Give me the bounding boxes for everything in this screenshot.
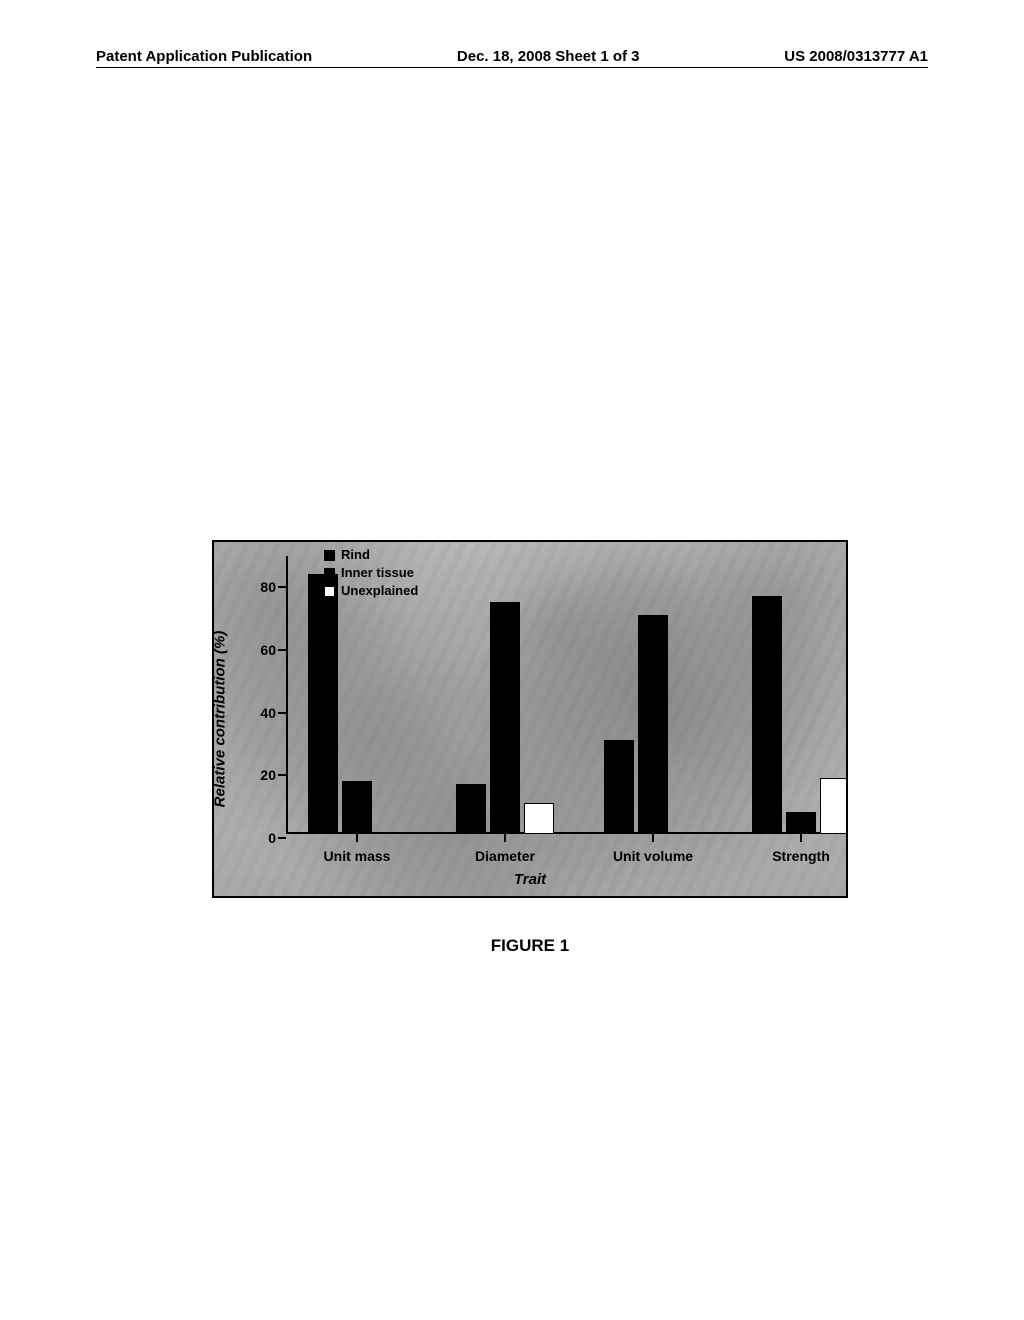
x-tick	[652, 834, 654, 842]
bar	[752, 596, 782, 834]
legend-swatch	[324, 586, 335, 597]
legend-item: Rind	[324, 546, 418, 564]
y-tick	[278, 712, 286, 714]
x-axis-title: Trait	[514, 871, 546, 888]
y-axis-line	[286, 556, 288, 834]
y-tick-label: 80	[244, 579, 276, 595]
bar	[490, 602, 520, 834]
bar	[786, 812, 816, 834]
legend-item: Inner tissue	[324, 564, 418, 582]
chart-frame: Relative contribution (%) Trait 0 20 40 60 8…	[212, 540, 848, 898]
x-tick	[356, 834, 358, 842]
y-tick	[278, 649, 286, 651]
legend-item: Unexplained	[324, 582, 418, 600]
bar	[342, 781, 372, 834]
bar	[820, 778, 848, 834]
x-tick-label: Diameter	[475, 848, 535, 864]
legend-label: Inner tissue	[341, 564, 414, 582]
x-tick	[800, 834, 802, 842]
y-tick-label: 40	[244, 705, 276, 721]
header-left: Patent Application Publication	[96, 48, 312, 65]
legend-label: Rind	[341, 546, 370, 564]
y-tick	[278, 586, 286, 588]
y-tick-label: 20	[244, 767, 276, 783]
y-axis-title: Relative contribution (%)	[212, 631, 229, 808]
y-tick-label: 0	[244, 830, 276, 846]
y-tick	[278, 774, 286, 776]
legend: RindInner tissueUnexplained	[324, 546, 418, 600]
bar	[524, 803, 554, 834]
figure-1: Relative contribution (%) Trait 0 20 40 60 8…	[212, 540, 848, 956]
x-tick-label: Strength	[772, 848, 830, 864]
bar	[638, 615, 668, 834]
bar	[604, 740, 634, 834]
bar	[456, 784, 486, 834]
figure-caption: FIGURE 1	[212, 936, 848, 956]
legend-swatch	[324, 568, 335, 579]
header-center: Dec. 18, 2008 Sheet 1 of 3	[457, 48, 640, 65]
x-tick-label: Unit mass	[324, 848, 391, 864]
patent-page: Patent Application Publication Dec. 18, …	[0, 0, 1024, 1320]
x-tick	[504, 834, 506, 842]
legend-swatch	[324, 550, 335, 561]
legend-label: Unexplained	[341, 582, 418, 600]
bar	[308, 574, 338, 834]
y-tick	[278, 837, 286, 839]
y-tick-label: 60	[244, 642, 276, 658]
x-tick-label: Unit volume	[613, 848, 693, 864]
header-right: US 2008/0313777 A1	[784, 48, 928, 65]
page-header: Patent Application Publication Dec. 18, …	[96, 48, 928, 68]
